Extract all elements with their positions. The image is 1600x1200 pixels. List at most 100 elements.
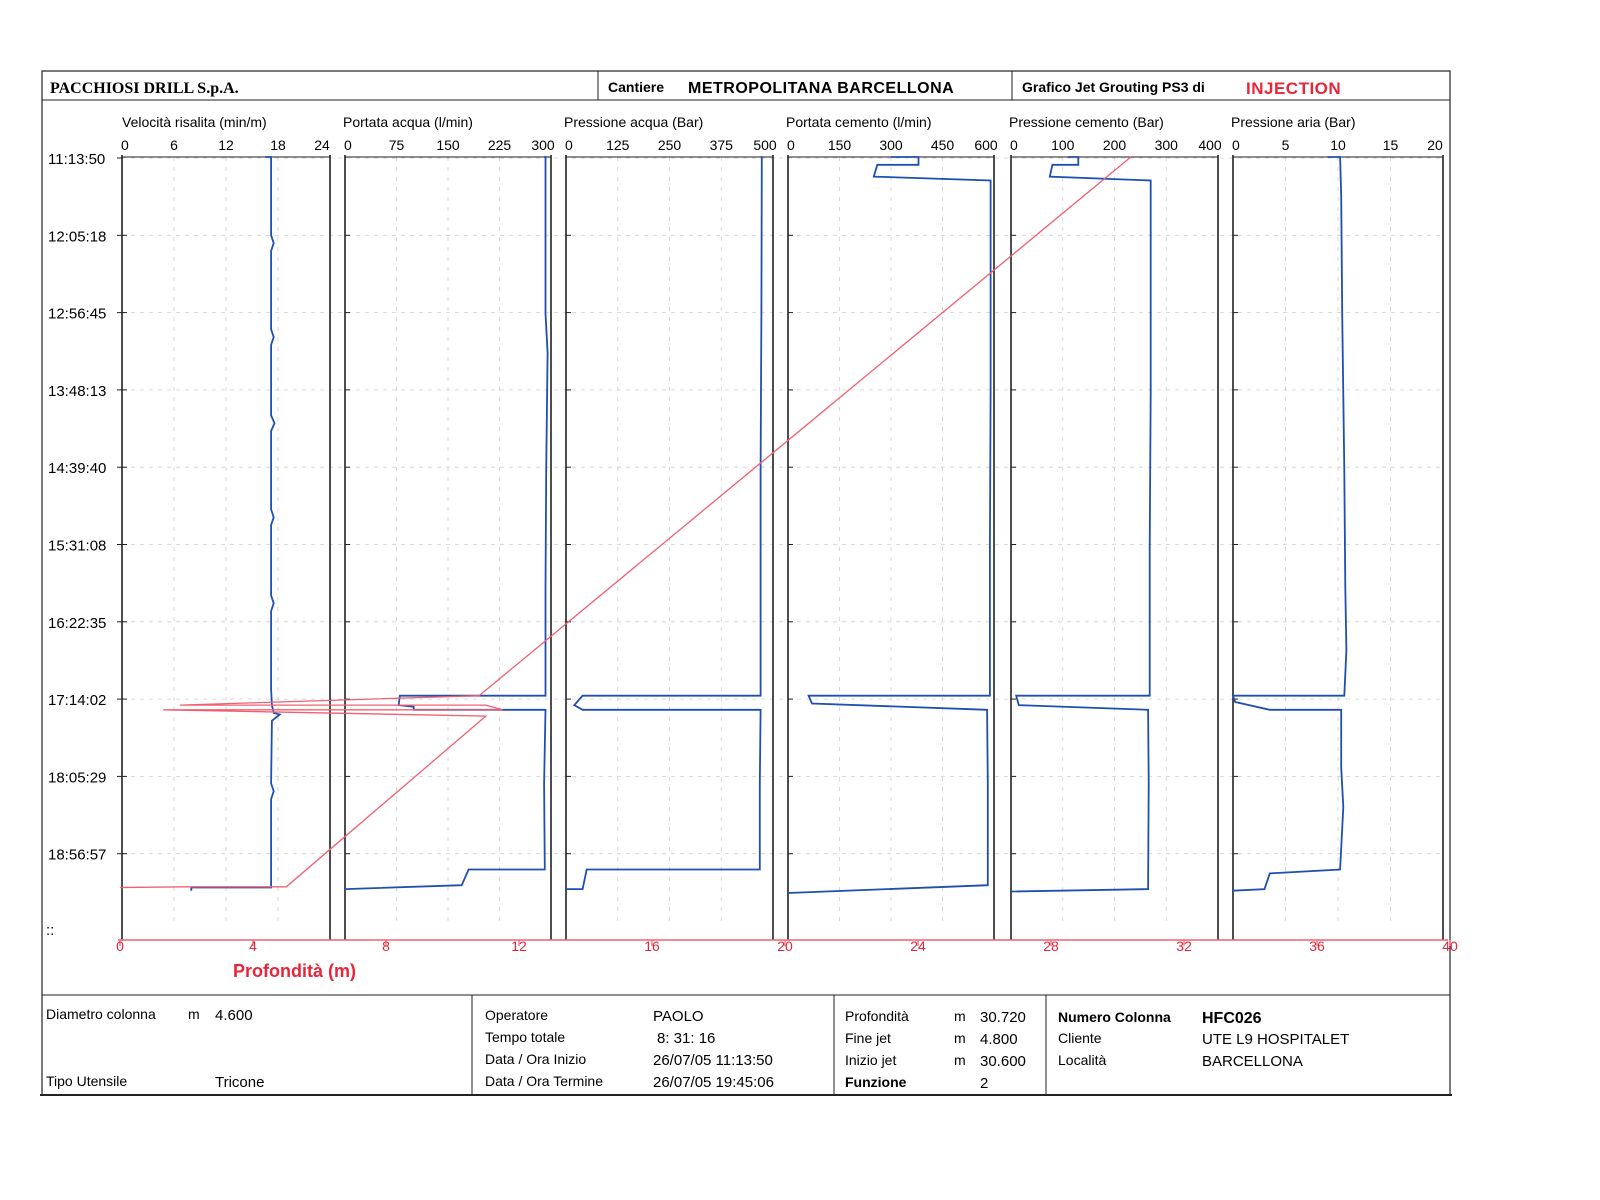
operatore-label: Operatore [485, 1007, 548, 1023]
time-axis: 11:13:50 12:05:18 12:56:45 13:48:13 14:39:40… [48, 151, 123, 864]
site-label: Cantiere [608, 79, 664, 95]
site-value: METROPOLITANA BARCELLONA [688, 80, 954, 97]
finejet-unit: m [954, 1030, 966, 1046]
time-tick-label: 16:22:35 [48, 615, 106, 632]
inizio-value: 26/07/05 11:13:50 [653, 1052, 773, 1069]
panel-title: Portata acqua (l/min) [343, 114, 473, 130]
value-tick-label: 20 [1427, 137, 1443, 153]
series-line-panel-4 [787, 156, 992, 894]
value-tick-label: 18 [270, 137, 286, 153]
time-tick-label: 11:13:50 [48, 151, 105, 168]
value-tick-label: 400 [1198, 137, 1222, 153]
value-tick-label: 0 [787, 137, 795, 153]
iniziojet-value: 30.600 [980, 1053, 1026, 1070]
utensile-value: Tricone [215, 1074, 264, 1091]
depth-tick-label: 32 [1176, 938, 1192, 954]
time-axis-marker: :: [46, 922, 54, 939]
panel-title: Pressione aria (Bar) [1231, 114, 1356, 130]
localita-label: Località [1058, 1052, 1106, 1068]
graph-label: Grafico Jet Grouting PS3 di [1022, 79, 1205, 95]
operatore-value: PAOLO [653, 1008, 704, 1025]
cliente-label: Cliente [1058, 1030, 1102, 1046]
diametro-label: Diametro colonna [46, 1006, 156, 1022]
value-tick-label: 0 [1010, 137, 1018, 153]
value-tick-label: 375 [710, 137, 734, 153]
series-line-panel-5 [1010, 156, 1152, 893]
value-tick-label: 0 [121, 137, 129, 153]
tempo-label: Tempo totale [485, 1029, 565, 1045]
value-tick-label: 24 [314, 137, 330, 153]
profondita-label: Profondità [845, 1008, 909, 1024]
value-tick-label: 12 [218, 137, 234, 153]
depth-tick-label: 28 [1043, 938, 1059, 954]
value-tick-label: 200 [1103, 137, 1127, 153]
panel-title: Pressione cemento (Bar) [1009, 114, 1164, 130]
panel-title: Pressione acqua (Bar) [564, 114, 703, 130]
time-tick-label: 17:14:02 [48, 692, 106, 709]
value-tick-label: 0 [565, 137, 573, 153]
depth-tick-label: 20 [777, 938, 793, 954]
panel-title: Portata cemento (l/min) [786, 114, 932, 130]
value-tick-label: 600 [974, 137, 998, 153]
depth-tick-label: 8 [382, 938, 390, 954]
time-tick-label: 18:05:29 [48, 769, 106, 786]
funzione-value: 2 [980, 1075, 988, 1092]
depth-tick-label: 12 [511, 938, 527, 954]
series-line-panel-3 [566, 156, 763, 890]
panel-title: Velocità risalita (min/m) [122, 114, 267, 130]
funzione-label: Funzione [845, 1074, 907, 1090]
value-tick-label: 450 [931, 137, 955, 153]
localita-value: BARCELLONA [1202, 1053, 1303, 1070]
series-line-panel-2 [344, 156, 549, 890]
value-tick-label: 15 [1383, 137, 1399, 153]
depth-tick-label: 36 [1309, 938, 1325, 954]
inizio-label: Data / Ora Inizio [485, 1051, 586, 1067]
termine-value: 26/07/05 19:45:06 [653, 1074, 774, 1091]
time-tick-label: 12:56:45 [48, 306, 106, 323]
termine-label: Data / Ora Termine [485, 1073, 603, 1089]
depth-axis: 0 4 8 12 16 20 24 28 32 36 40 [116, 938, 1458, 954]
grid-layer [122, 157, 1443, 926]
company-name: PACCHIOSI DRILL S.p.A. [50, 80, 239, 97]
depth-tick-label: 4 [249, 938, 257, 954]
time-tick-label: 15:31:08 [48, 538, 106, 555]
time-tick-label: 12:05:18 [48, 228, 106, 245]
time-tick-label: 14:39:40 [48, 460, 106, 477]
series-line-panel-6 [1231, 156, 1348, 892]
numero-value: HFC026 [1202, 1010, 1262, 1027]
depth-axis-label: Profondità (m) [233, 961, 356, 981]
value-tick-label: 10 [1330, 137, 1346, 153]
depth-tick-label: 40 [1442, 938, 1458, 954]
graph-value: INJECTION [1246, 79, 1341, 98]
value-tick-label: 6 [170, 137, 178, 153]
value-tick-label: 150 [436, 137, 460, 153]
value-tick-label: 300 [879, 137, 903, 153]
value-tick-label: 75 [389, 137, 405, 153]
profondita-unit: m [954, 1008, 966, 1024]
series-layer [190, 156, 1348, 894]
value-tick-label: 150 [828, 137, 852, 153]
value-tick-label: 250 [658, 137, 682, 153]
value-tick-label: 0 [344, 137, 352, 153]
depth-tick-label: 0 [116, 938, 124, 954]
profondita-value: 30.720 [980, 1009, 1026, 1026]
value-tick-label: 500 [753, 137, 777, 153]
depth-tick-label: 24 [910, 938, 926, 954]
value-tick-label: 100 [1051, 137, 1075, 153]
value-tick-label: 300 [1155, 137, 1179, 153]
value-tick-label: 225 [488, 137, 512, 153]
diametro-value: 4.600 [215, 1007, 253, 1024]
cliente-value: UTE L9 HOSPITALET [1202, 1031, 1349, 1048]
value-tick-label: 5 [1282, 137, 1290, 153]
finejet-value: 4.800 [980, 1031, 1018, 1048]
value-tick-label: 300 [531, 137, 555, 153]
depth-series-line [119, 156, 1132, 889]
depth-tick-label: 16 [644, 938, 660, 954]
time-tick-label: 13:48:13 [48, 383, 106, 400]
series-line-panel-1 [190, 156, 282, 891]
tempo-value: 8: 31: 16 [657, 1030, 715, 1047]
finejet-label: Fine jet [845, 1030, 891, 1046]
